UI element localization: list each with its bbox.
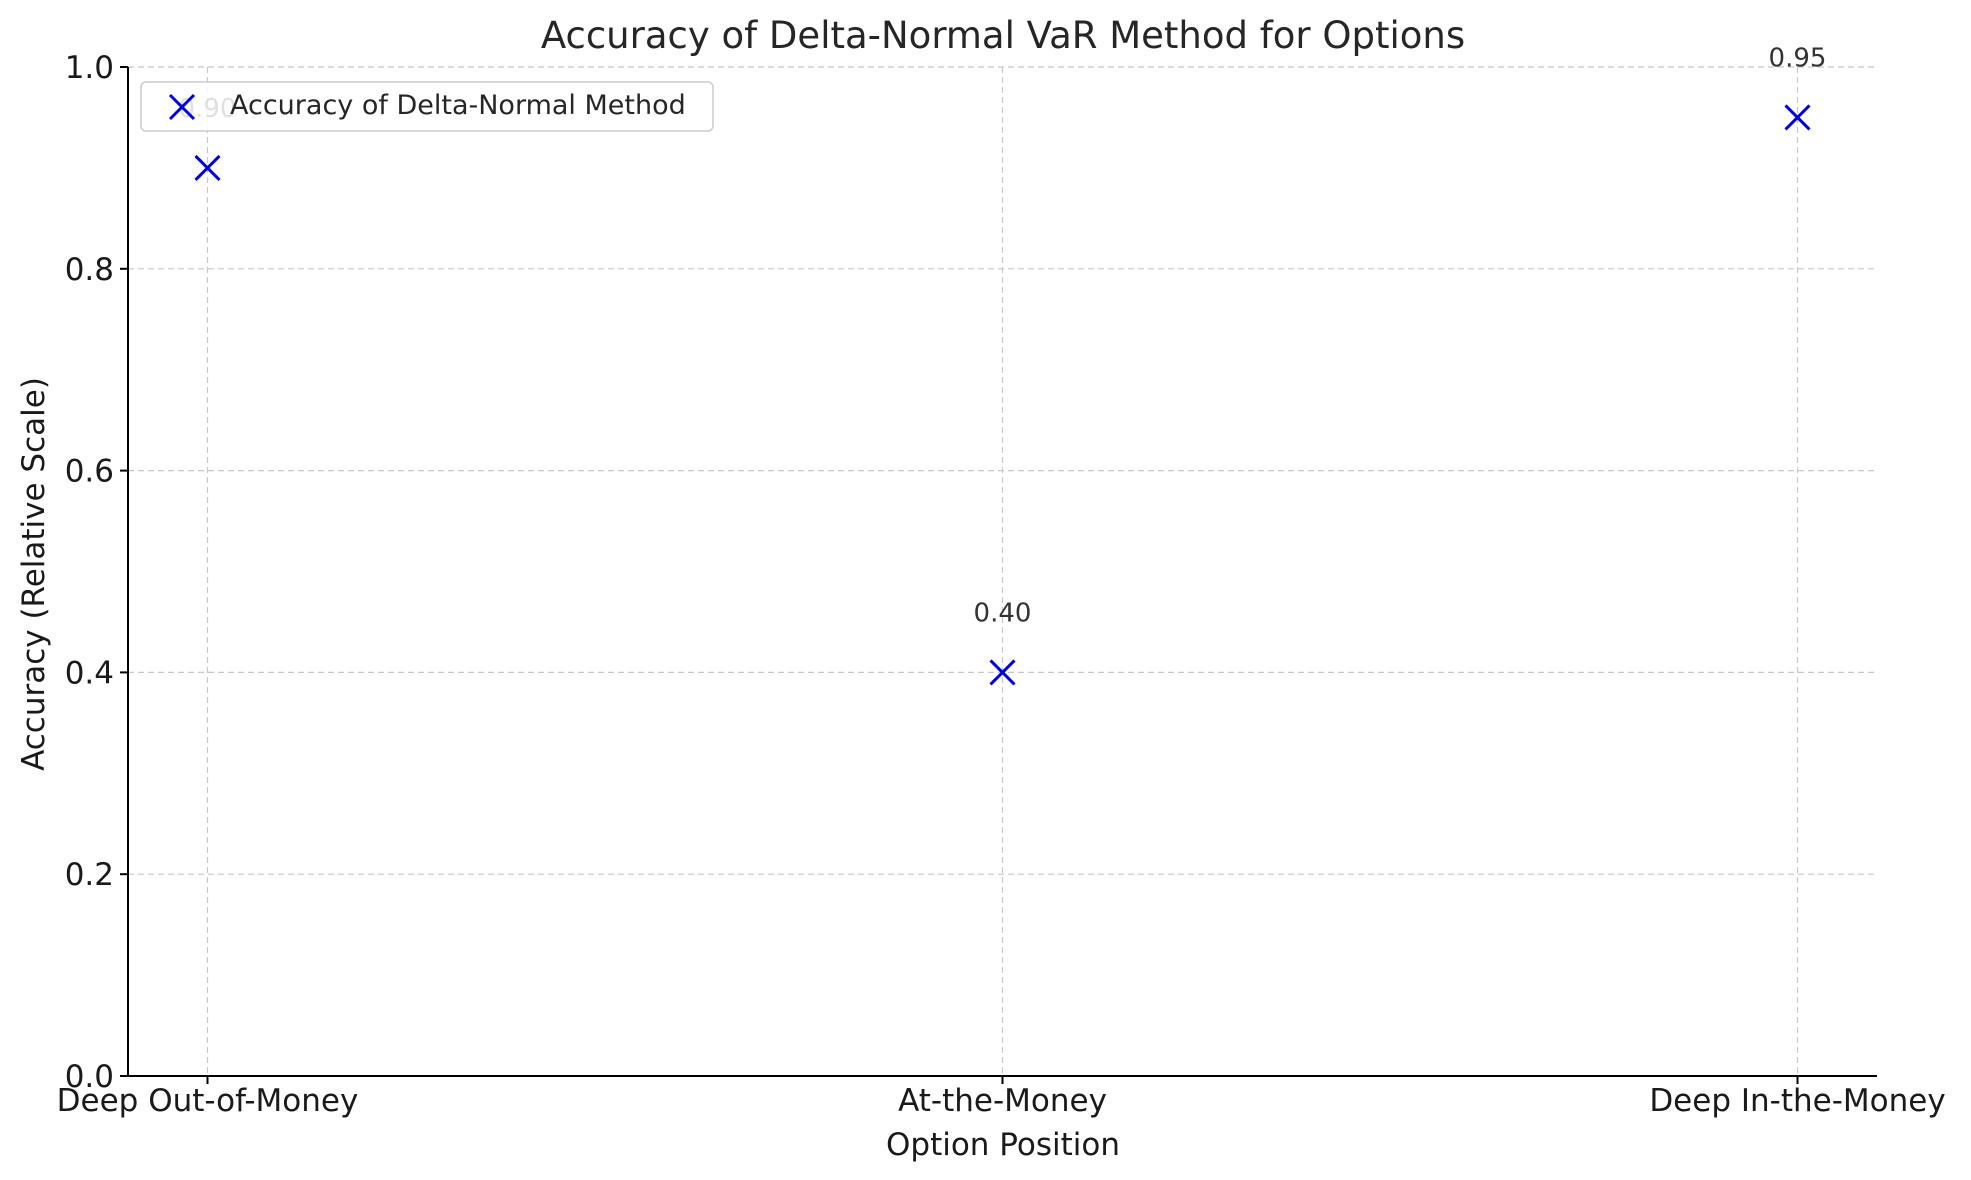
legend-entry-label: Accuracy of Delta-Normal Method xyxy=(230,90,686,121)
legend-box xyxy=(140,81,714,132)
marker-stroke xyxy=(1784,104,1811,131)
data-value-label: 0.40 xyxy=(974,598,1032,628)
legend-marker-x xyxy=(168,93,196,121)
x-tick-label: Deep Out-of-Money xyxy=(57,1083,359,1119)
marker-stroke xyxy=(168,93,196,121)
data-point-marker xyxy=(989,659,1016,686)
data-point-marker xyxy=(1784,104,1811,131)
x-axis-label: Option Position xyxy=(886,1127,1120,1163)
marker-stroke xyxy=(194,154,221,181)
chart-title: Accuracy of Delta-Normal VaR Method for … xyxy=(541,14,1465,57)
y-tick-label: 0.6 xyxy=(65,454,114,490)
y-axis-label: Accuracy (Relative Scale) xyxy=(16,377,52,771)
legend: Accuracy of Delta-Normal Method xyxy=(140,81,714,132)
data-value-label: 0.95 xyxy=(1769,43,1827,73)
y-tick-label: 0.8 xyxy=(65,252,114,288)
y-tick-label: 0.0 xyxy=(65,1059,114,1095)
data-point-marker xyxy=(194,154,221,181)
data-points xyxy=(194,104,1811,686)
marker-stroke xyxy=(989,659,1016,686)
grid-lines xyxy=(128,66,1877,1077)
tick-labels: 0.0 0.2 0.4 0.6 0.8 1.0 Deep Out-of-Money At-th… xyxy=(57,50,1946,1119)
y-tick-label: 0.2 xyxy=(65,857,114,893)
y-tick-label: 1.0 xyxy=(65,50,114,86)
x-tick-label: At-the-Money xyxy=(898,1083,1107,1119)
x-tick-label: Deep In-the-Money xyxy=(1649,1083,1945,1119)
y-tick-label: 0.4 xyxy=(65,655,114,691)
legend-x-marker xyxy=(168,93,196,121)
